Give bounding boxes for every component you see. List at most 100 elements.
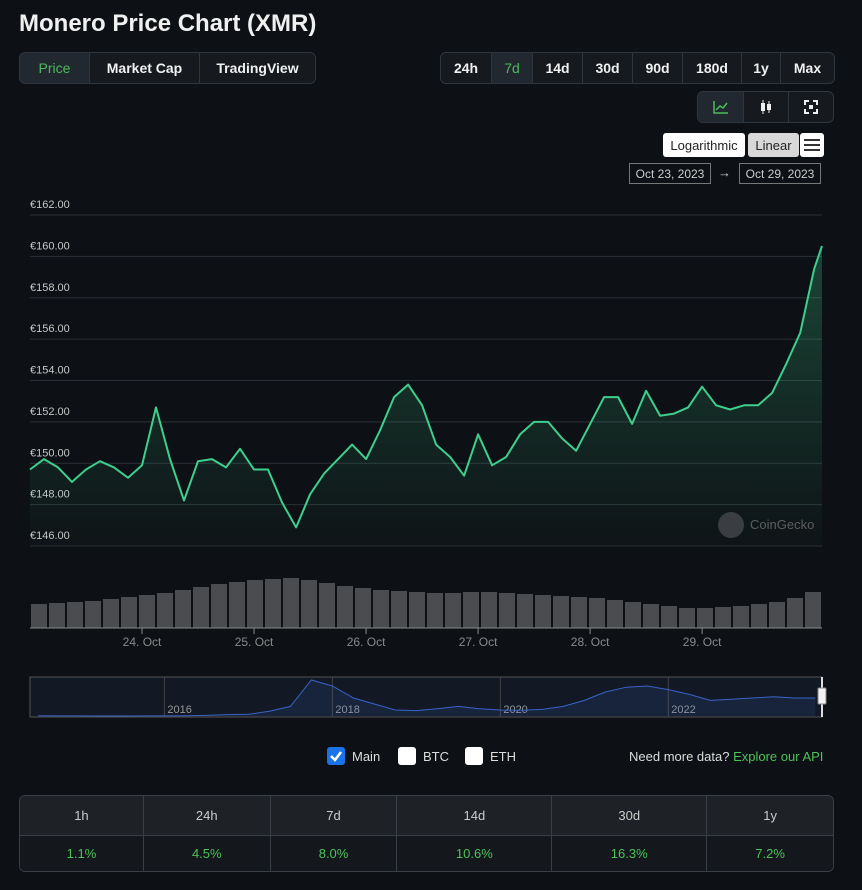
line-chart-button[interactable] [698,92,743,122]
tab[interactable]: TradingView [199,53,315,83]
fullscreen-button[interactable] [788,92,833,122]
volume-bar [229,582,245,628]
change-value: 4.5% [142,836,270,871]
log-scale-button[interactable]: Logarithmic [663,133,745,157]
change-header: 1h [20,796,143,836]
volume-bar [553,596,569,628]
checkbox[interactable] [465,747,483,765]
x-tick-label: 29. Oct [683,635,722,649]
checkbox-label: ETH [490,748,516,764]
candle-icon [761,100,771,114]
range-button[interactable]: 24h [453,60,479,76]
volume-bar [463,592,479,628]
api-note: Need more data? Explore our API [629,749,823,764]
watermark-logo [718,512,744,538]
volume-bar [157,593,173,628]
navigator-box [29,676,823,718]
change-value: 7.2% [706,836,833,871]
linear-scale-button[interactable]: Linear [748,133,799,157]
check-icon [330,751,342,762]
page-title: Monero Price Chart (XMR) [19,10,317,37]
compare-main[interactable]: Main [327,747,380,765]
volume-bar [265,579,281,628]
line-icon [712,101,728,114]
volume-bar [535,595,551,628]
volume-bar [67,602,83,628]
volume-bar [805,592,821,628]
volume-bar [355,588,371,628]
range-button[interactable]: 7d [491,53,532,83]
change-header: 1y [706,796,833,836]
navigator-handle[interactable] [817,687,827,705]
volume-bar [49,603,65,628]
y-tick-label: €158.00 [30,282,70,294]
change-value: 10.6% [396,836,552,871]
volume-bar [571,597,587,628]
volume-bar [391,591,407,628]
volume-bar [211,584,227,628]
volume-bar [517,594,533,628]
date-from[interactable]: Oct 23, 2023 [629,163,711,184]
tab[interactable]: Market Cap [89,53,199,83]
navigator-tick-label: 2018 [335,704,359,716]
range-button[interactable]: 90d [632,53,682,83]
x-tick-label: 25. Oct [235,635,274,649]
range-button[interactable]: 1y [741,53,780,83]
change-header: 7d [269,796,397,836]
date-to[interactable]: Oct 29, 2023 [739,163,821,184]
navigator-tick-label: 2022 [671,704,695,716]
volume-bar [373,590,389,628]
change-header: 14d [396,796,552,836]
range-button[interactable]: Max [780,53,834,83]
candle-chart-button[interactable] [743,92,788,122]
range-button[interactable]: 180d [682,53,741,83]
fullscreen-icon [804,100,818,114]
checkbox[interactable] [398,747,416,765]
menu-button[interactable] [800,133,824,157]
compare-btc[interactable]: BTC [398,747,449,765]
checkbox-label: BTC [423,748,449,764]
volume-bar [283,578,299,628]
compare-eth[interactable]: ETH [465,747,516,765]
x-tick-label: 24. Oct [123,635,162,649]
navigator-area [38,680,816,716]
y-tick-label: €156.00 [30,323,70,335]
volume-bar [409,592,425,628]
checkbox[interactable] [327,747,345,765]
y-tick-label: €150.00 [30,447,70,459]
volume-bar [643,604,659,628]
menu-icon [804,139,820,151]
range-button[interactable]: 14d [532,53,582,83]
volume-bar [733,606,749,628]
change-value: 16.3% [551,836,707,871]
checkbox-label: Main [352,748,381,764]
watermark: CoinGecko [750,517,814,532]
volume-bar [607,600,623,628]
volume-bar [751,604,767,628]
y-tick-label: €160.00 [30,240,70,252]
volume-bar [121,597,137,628]
volume-bar [769,602,785,628]
change-table: 1h 24h 7d 14d 30d 1y 1.1% 4.5% 8.0% 10.6… [19,795,834,872]
tab[interactable]: Price [20,53,89,83]
y-tick-label: €154.00 [30,365,70,377]
volume-bar [85,601,101,628]
range-group: 24h 7d 14d 30d 90d 180d 1y Max [440,52,835,84]
volume-bar [103,599,119,628]
api-link[interactable]: Explore our API [733,749,824,764]
navigator-tick-label: 2016 [167,704,191,716]
range-button[interactable]: 30d [582,53,632,83]
change-header: 30d [551,796,707,836]
x-tick-label: 26. Oct [347,635,386,649]
price-area [30,246,822,546]
volume-bar [247,580,263,628]
volume-bar [337,586,353,628]
volume-bar [139,595,155,628]
chart-type-group [697,91,834,123]
volume-bar [661,606,677,628]
volume-bar [625,602,641,628]
volume-bar [31,604,47,628]
tab-group: Price Market Cap TradingView [19,52,316,84]
